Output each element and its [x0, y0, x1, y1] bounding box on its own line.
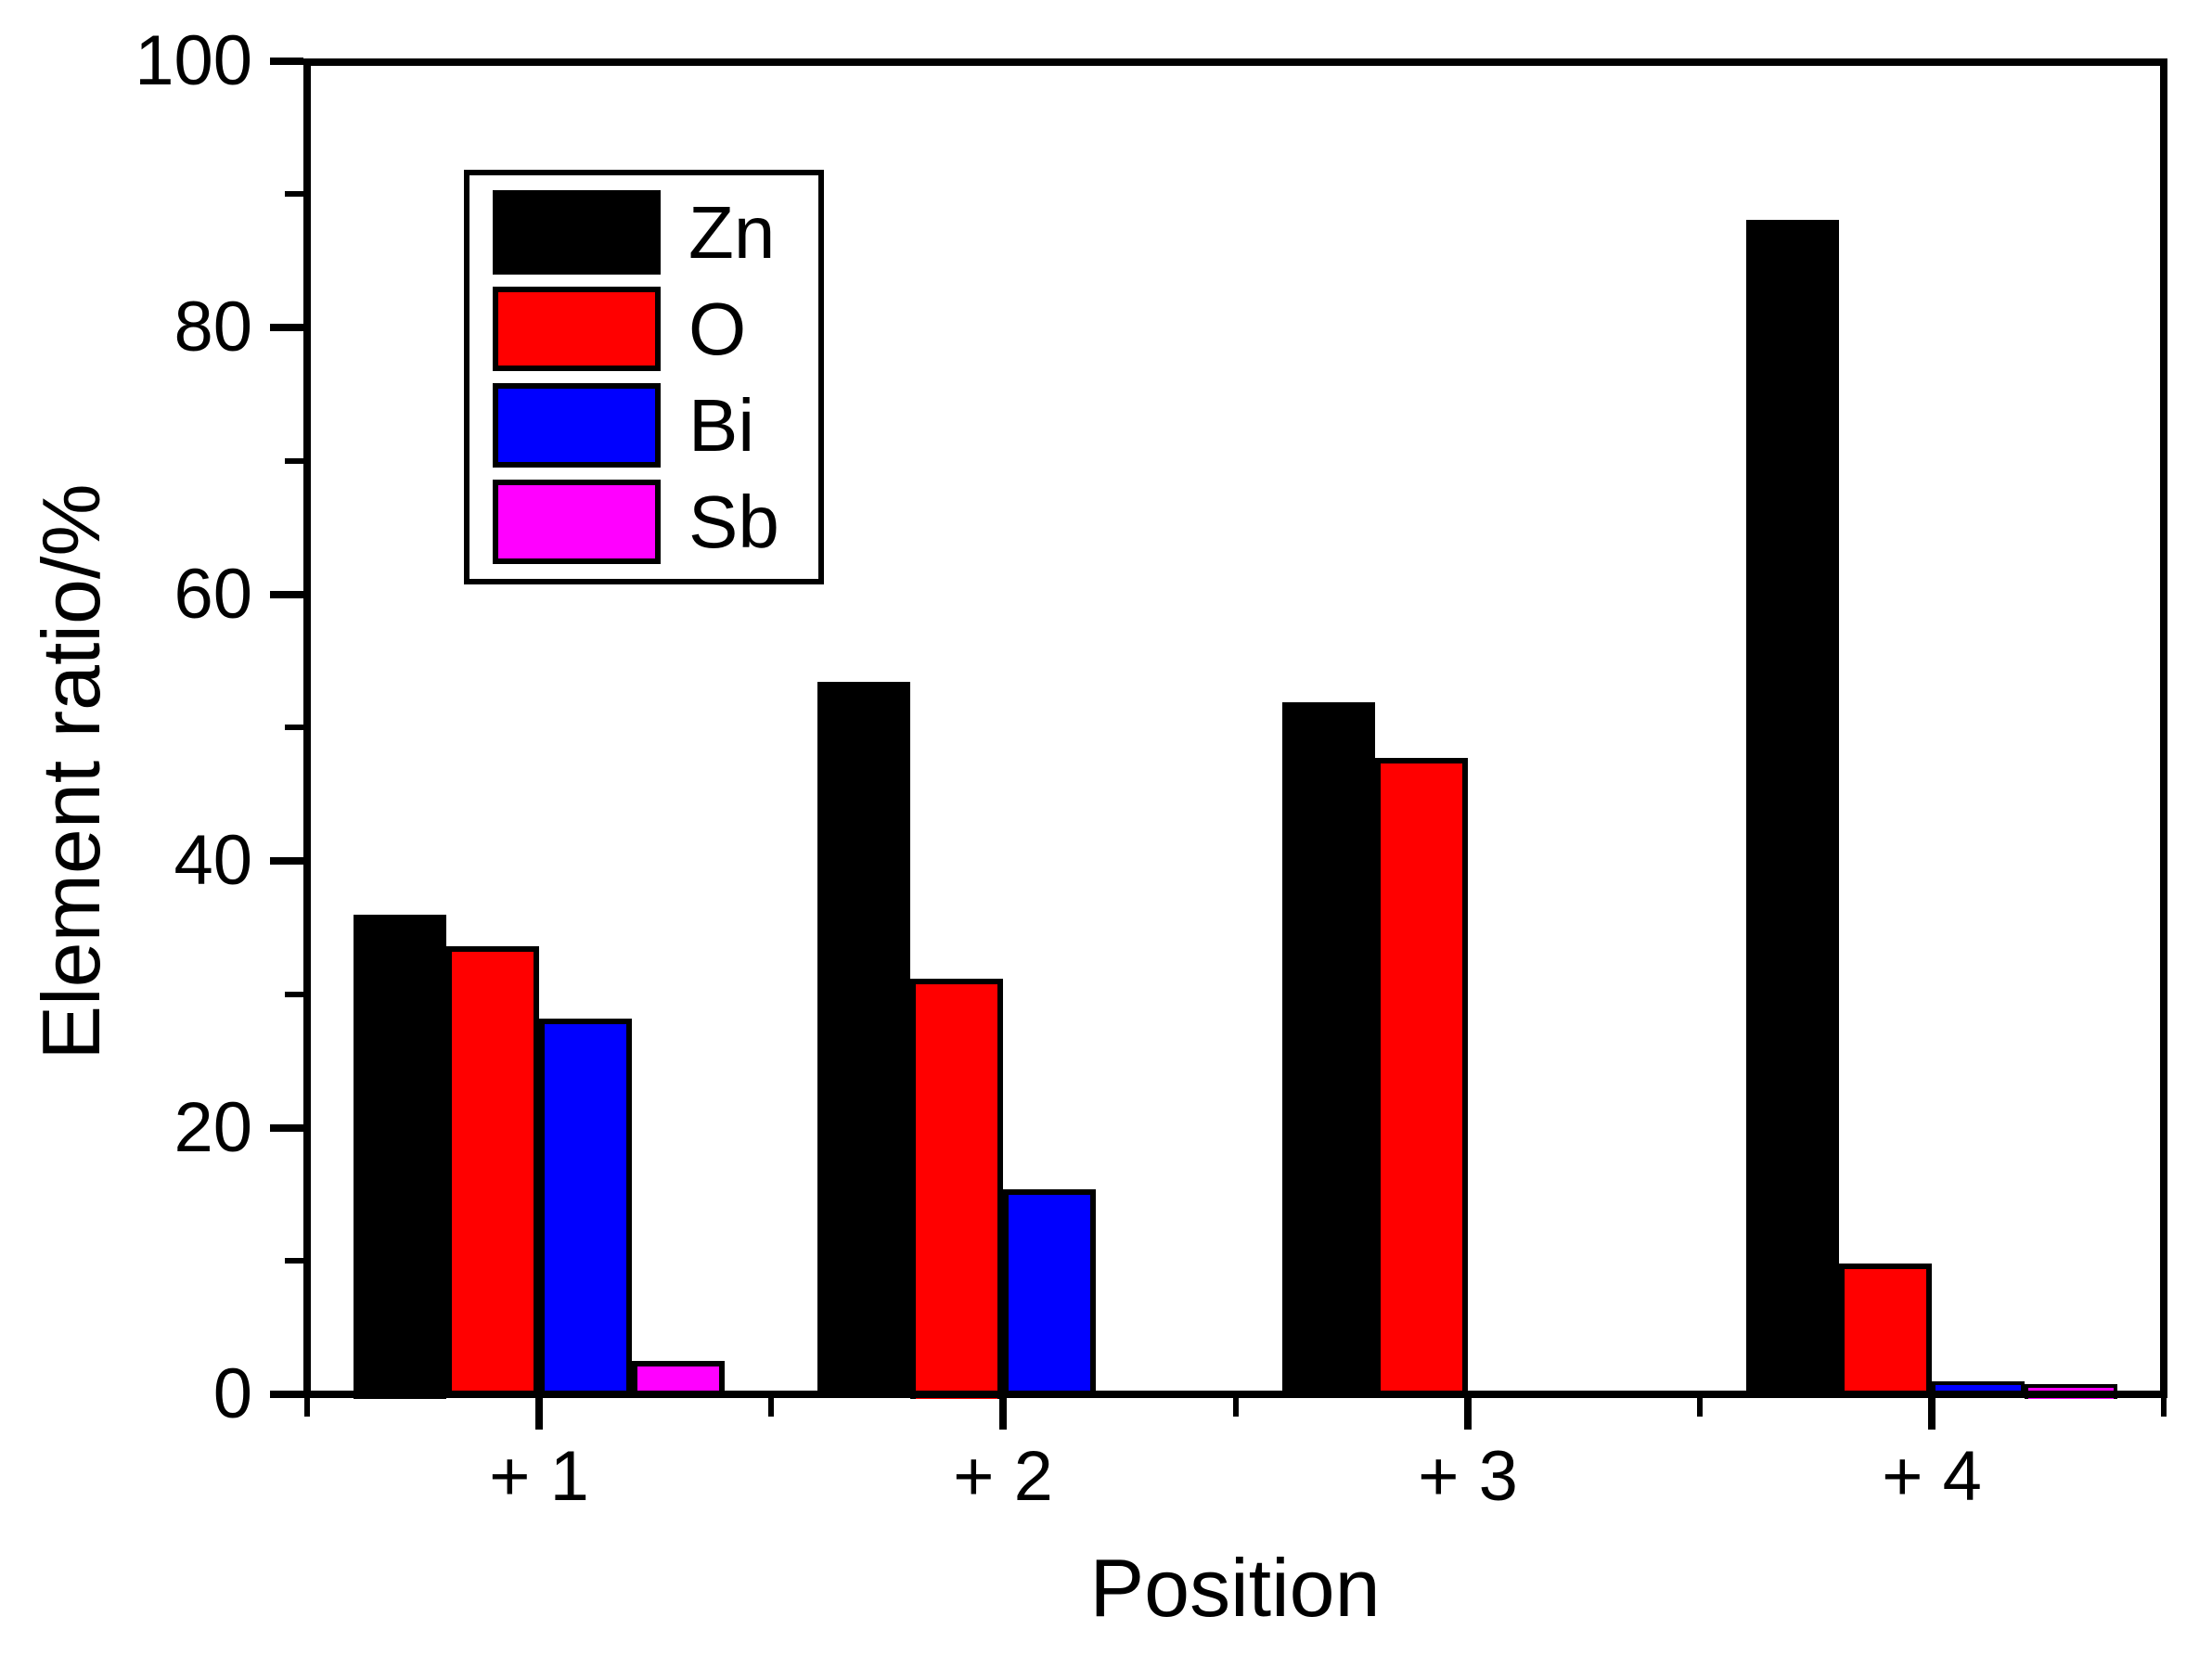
x-tick-label: + 3 [1418, 1437, 1518, 1516]
bar-bi-group2 [1003, 1189, 1096, 1398]
x-minor-tick [304, 1394, 310, 1417]
bar-zn-group1 [354, 915, 446, 1399]
y-axis-title: Element ratio/% [25, 483, 117, 1060]
bar-bi-group1 [539, 1019, 632, 1398]
y-tick-label: 100 [135, 21, 252, 100]
y-major-tick [270, 1391, 303, 1398]
legend-label: Sb [688, 481, 779, 563]
y-minor-tick [285, 725, 303, 730]
y-major-tick [270, 591, 303, 598]
y-major-tick [270, 857, 303, 865]
bar-o-group4 [1839, 1264, 1932, 1398]
legend-label: Bi [688, 384, 755, 467]
bar-o-group2 [910, 979, 1003, 1399]
legend-swatch-sb [493, 480, 661, 564]
y-tick-label: 0 [212, 1354, 252, 1433]
x-minor-tick [1697, 1394, 1703, 1417]
bar-o-group1 [446, 946, 539, 1398]
legend-label: Zn [688, 191, 776, 274]
bar-sb-group4 [2025, 1384, 2117, 1399]
y-minor-tick [285, 992, 303, 997]
x-major-tick [535, 1394, 543, 1430]
bar-o-group3 [1375, 758, 1468, 1398]
bar-bi-group4 [1932, 1381, 2025, 1398]
legend-item-bi: Bi [493, 383, 818, 468]
bar-zn-group2 [817, 682, 910, 1398]
y-major-tick [270, 58, 303, 65]
x-minor-tick [768, 1394, 774, 1417]
legend-swatch-o [493, 287, 661, 371]
legend-swatch-zn [493, 190, 661, 275]
legend-item-sb: Sb [493, 480, 818, 564]
x-major-tick [999, 1394, 1007, 1430]
legend-item-zn: Zn [493, 190, 818, 275]
legend-swatch-bi [493, 383, 661, 468]
y-tick-label: 60 [174, 555, 252, 634]
bar-zn-group3 [1282, 702, 1375, 1398]
y-minor-tick [285, 458, 303, 464]
legend: Zn O Bi Sb [464, 170, 824, 584]
x-minor-tick [2161, 1394, 2167, 1417]
y-minor-tick [285, 1258, 303, 1264]
x-axis-title: Position [1089, 1542, 1381, 1634]
y-major-tick [270, 324, 303, 331]
x-minor-tick [1233, 1394, 1239, 1417]
x-tick-label: + 1 [489, 1437, 589, 1516]
bar-zn-group4 [1746, 220, 1839, 1398]
bar-sb-group1 [632, 1361, 725, 1398]
y-tick-label: 40 [174, 821, 252, 900]
y-tick-label: 80 [174, 288, 252, 366]
y-major-tick [270, 1124, 303, 1132]
legend-label: O [688, 288, 747, 370]
x-tick-label: + 4 [1882, 1437, 1982, 1516]
y-minor-tick [285, 191, 303, 197]
x-tick-label: + 2 [953, 1437, 1053, 1516]
legend-item-o: O [493, 287, 818, 371]
x-major-tick [1928, 1394, 1936, 1430]
x-major-tick [1464, 1394, 1472, 1430]
y-tick-label: 20 [174, 1088, 252, 1167]
bar-bi-group3 [1468, 1391, 1561, 1398]
